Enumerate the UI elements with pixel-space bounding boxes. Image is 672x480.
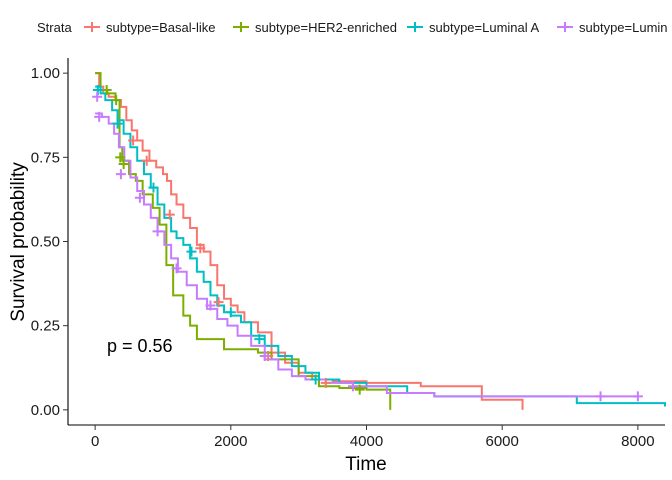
axes	[67, 58, 665, 426]
censor-mark	[254, 334, 265, 345]
censor-mark	[310, 374, 321, 385]
censor-mark	[320, 377, 331, 388]
censor-mark	[94, 111, 105, 122]
censor-mark	[195, 243, 206, 254]
x-tick-label: 8000	[621, 433, 654, 450]
censor-mark	[171, 263, 182, 274]
legend-key-mark	[87, 22, 97, 32]
legend-label: subtype=HER2-enriched	[255, 20, 397, 35]
legend-key-mark	[560, 22, 570, 32]
censor-mark	[111, 95, 122, 106]
censor-mark	[186, 246, 197, 257]
censor-mark	[225, 307, 236, 318]
censor-mark	[595, 391, 606, 402]
censor-mark	[164, 209, 175, 220]
x-tick-label: 4000	[350, 433, 383, 450]
legend-key-mark	[410, 22, 420, 32]
censor-mark	[128, 135, 139, 146]
legend: Strata subtype=Basal-like subtype=HER2-en…	[37, 20, 668, 35]
censor-mark	[632, 391, 643, 402]
y-tick-label: 0.50	[31, 234, 60, 251]
censor-mark	[115, 152, 126, 163]
series-line-1	[95, 72, 392, 410]
legend-title: Strata	[37, 20, 72, 35]
legend-label: subtype=Basal-like	[106, 20, 215, 35]
censor-mark	[347, 381, 358, 392]
y-tick-label: 0.00	[31, 402, 60, 419]
censor-mark	[134, 192, 145, 203]
censor-mark	[152, 226, 163, 237]
series-line-3	[95, 112, 638, 398]
censor-mark	[148, 182, 159, 193]
censor-mark	[112, 118, 123, 129]
censor-mark	[141, 155, 152, 166]
legend-label: subtype=Luminal A	[429, 20, 540, 35]
x-tick-label: 0	[91, 433, 99, 450]
y-tick-label: 0.75	[31, 149, 60, 166]
censor-mark	[259, 350, 270, 361]
legend-key-mark	[236, 22, 246, 32]
series-line-0	[95, 72, 524, 410]
curves	[95, 72, 666, 410]
legend-label: subtype=Lumin	[579, 20, 668, 35]
censor-mark	[205, 300, 216, 311]
y-axis-title: Survival probability	[8, 162, 29, 322]
censor-mark	[92, 91, 103, 102]
ticks: 0 2000 4000 6000 8000 0.00 0.25 0.50 0.75 1.00	[31, 65, 655, 450]
p-value-annotation: p = 0.56	[107, 336, 173, 356]
censor-marks	[92, 84, 643, 402]
censor-mark	[213, 297, 224, 308]
censor-mark	[118, 159, 129, 170]
x-axis-title: Time	[345, 454, 387, 475]
y-tick-label: 1.00	[31, 65, 60, 82]
censor-mark	[101, 84, 112, 95]
x-tick-label: 2000	[214, 433, 247, 450]
censor-mark	[115, 169, 126, 180]
y-tick-label: 0.25	[31, 318, 60, 335]
censor-mark	[354, 384, 365, 395]
x-tick-label: 6000	[485, 433, 518, 450]
series-line-2	[95, 85, 666, 407]
